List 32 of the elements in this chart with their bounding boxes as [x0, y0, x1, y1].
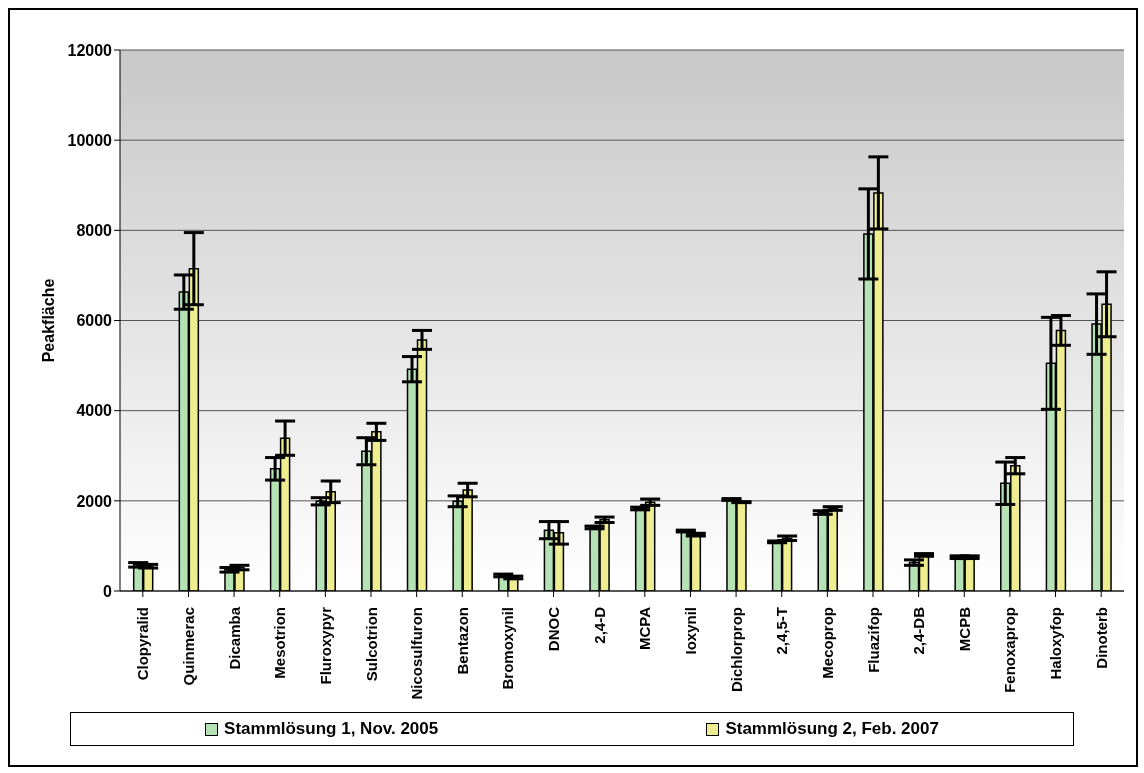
x-tick-label: Haloxyfop: [1047, 607, 1065, 680]
x-tick-label: 2,4-D: [590, 606, 608, 644]
x-tick-label: DNOC: [545, 606, 563, 652]
x-tick-label: MCPB: [955, 606, 973, 652]
y-tick-label: 4000: [76, 402, 113, 420]
y-tick-label: 2000: [76, 492, 113, 510]
x-tick-label: Bentazon: [453, 607, 471, 675]
y-tick-label: 12000: [67, 41, 113, 59]
legend-label: Stammlösung 1, Nov. 2005: [223, 719, 439, 739]
x-tick-label: MCPA: [636, 606, 654, 651]
x-tick-label: Fenoxaprop: [1001, 607, 1019, 693]
x-tick-label: Dicamba: [225, 606, 243, 670]
x-tick-label: Mesotrion: [271, 607, 289, 679]
x-tick-label: Fluazifop: [864, 607, 882, 673]
x-tick-label: Sulcotrion: [362, 607, 380, 682]
x-tick-label: Quinmerac: [179, 607, 197, 686]
x-tick-label: Mecoprop: [818, 607, 836, 679]
x-tick-label: Dinoterb: [1092, 607, 1110, 669]
y-tick-label: 6000: [76, 312, 113, 330]
x-tick-label: Clopyralid: [134, 607, 152, 681]
y-tick-label: 8000: [76, 222, 113, 240]
x-tick-label: 2,4,5-T: [773, 607, 791, 655]
y-axis-title: Peakfläche: [39, 278, 57, 363]
x-tick-label: Fluroxypyr: [316, 606, 334, 685]
x-tick-label: Bromoxynil: [499, 607, 517, 690]
legend-label: Stammlösung 2, Feb. 2007: [724, 719, 939, 739]
x-tick-label: Ioxynil: [681, 607, 699, 655]
y-tick-label: 0: [103, 582, 113, 600]
x-tick-label: Dichlorprop: [727, 607, 745, 692]
x-tick-label: 2,4-DB: [910, 606, 928, 655]
y-tick-label: 10000: [67, 131, 113, 149]
x-tick-label: Nicosulfuron: [408, 607, 426, 700]
